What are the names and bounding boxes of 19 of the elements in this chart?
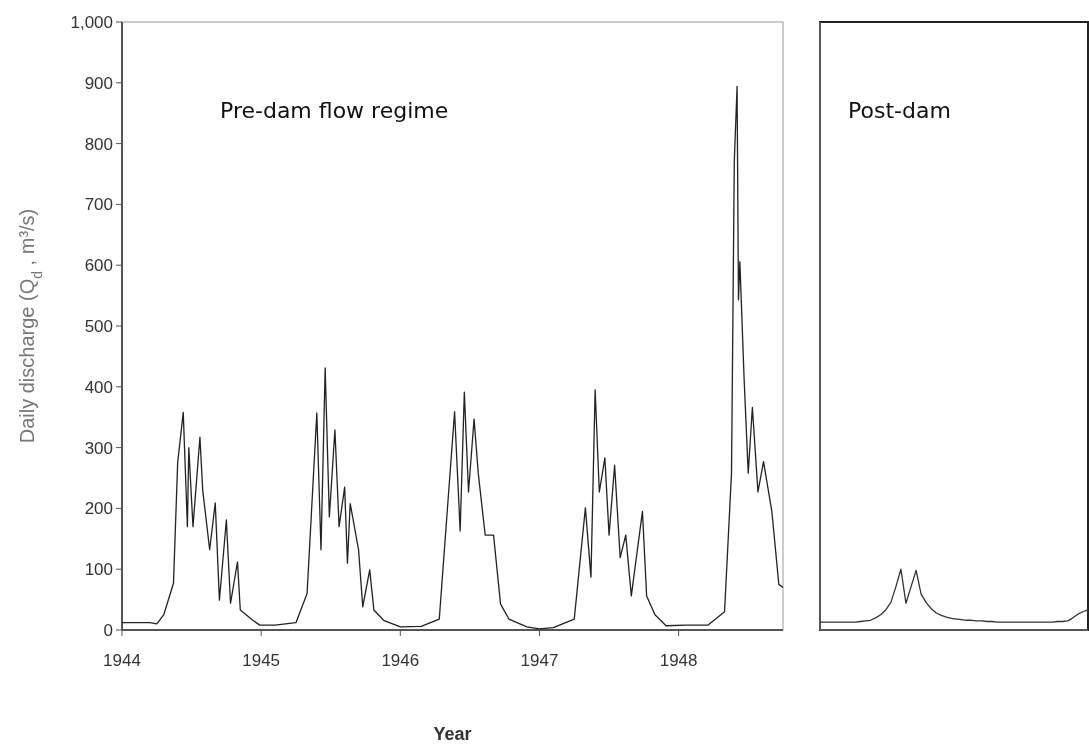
y-tick-label: 300 <box>84 438 113 458</box>
y-tick-label: 400 <box>84 377 113 397</box>
y-tick-label: 100 <box>84 560 113 580</box>
y-tick-label: 500 <box>84 316 113 336</box>
y-tick-label: 0 <box>103 620 113 640</box>
annotation: Pre-dam flow regime <box>220 98 449 123</box>
y-tick-label: 600 <box>84 256 113 276</box>
x-tick-label: 1946 <box>381 651 420 670</box>
y-tick-label: 900 <box>84 73 113 93</box>
x-tick-label: 1948 <box>659 651 698 670</box>
y-tick-label: 700 <box>84 195 113 215</box>
x-tick-label: 1947 <box>520 651 559 670</box>
x-tick-label: 1945 <box>242 651 281 670</box>
y-tick-label: 1,000 <box>70 12 113 32</box>
x-tick-label: 1944 <box>103 651 141 670</box>
text: Post-dam <box>848 98 951 123</box>
y-tick-label: 800 <box>84 134 113 154</box>
x-axis-title: Year <box>433 724 472 744</box>
y-tick-label: 200 <box>84 499 113 519</box>
